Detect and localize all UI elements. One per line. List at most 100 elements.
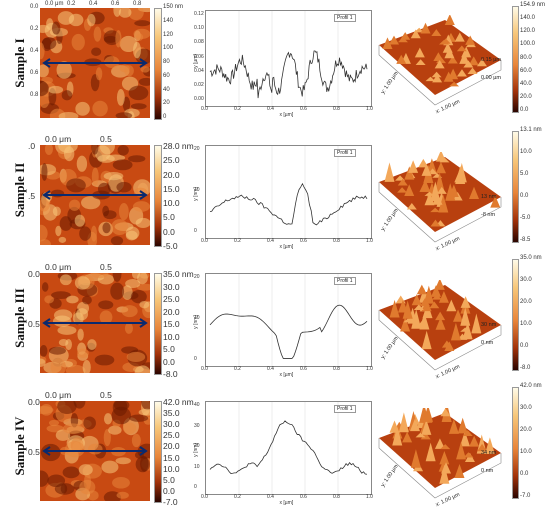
surface-frame [378,438,502,499]
afm-grain [40,80,49,97]
afm-grain [68,199,81,211]
surface-colorbar [512,387,519,499]
afm-grain [79,226,92,241]
profile-series-line [209,304,368,359]
surface-scale-label: 10.0 [520,321,532,327]
afm-grain [44,295,54,304]
afm-grain [82,295,92,305]
profile-series-line [209,182,368,226]
profile-ytick: 10 [194,463,200,470]
profile-xtick: 0.8 [333,494,340,500]
afm-grain [94,145,111,162]
afm-grain [103,210,117,220]
surface-z-top: 34 nm [481,449,497,456]
surface-peak [490,195,501,208]
colorbar-label: 25.0 [163,155,180,166]
surface-peak [420,22,431,34]
afm-grain [131,433,141,448]
profile-plot [209,274,368,366]
surface-peak [448,418,459,434]
profile-xtick: 0.4 [267,494,274,500]
afm-grain [83,416,96,430]
profile-legend: Profil 1 [334,14,356,22]
surface-scale-label: 80.0 [520,54,532,61]
profile-plot [209,11,368,106]
image-left-label: .5 [28,191,36,201]
afm-grain [65,338,72,351]
profile-xtick: 0.4 [267,106,274,112]
afm-grain [111,219,129,236]
afm-grain [138,77,150,86]
image-top-label: 0.5 [100,390,112,400]
surface-3d [375,402,505,503]
surface-peak [484,437,495,454]
surface-scale-label: 35.0 nm [520,255,542,261]
profile-xtick: 1.0 [366,366,373,372]
colorbar-label: 0.0 [163,485,175,496]
surface-peak [434,278,445,290]
surface-peak [397,37,408,43]
surface-scale-label: 40.0 [520,80,532,87]
colorbar-label: 80 [163,59,170,65]
surface-scale-label: 5.0 [520,171,529,177]
surface-peak [471,313,482,334]
surface-scale-label: -7.0 [520,493,531,499]
surface-frame [378,310,502,371]
surface-peak [460,296,471,308]
afm-grain [41,163,48,181]
image-left-label: 0.0 [28,397,40,407]
surface-peak [448,68,459,80]
surface-peak [424,191,435,196]
surface-peak [404,166,415,180]
profile-xtick: 0.4 [267,366,274,372]
colorbar-label: 120 [163,31,174,38]
afm-grain [40,199,50,212]
surface-peak [456,441,467,460]
image-left-label: 0.0 [28,269,40,279]
afm-grain [115,457,131,465]
afm-grain [57,325,77,335]
profile-xtick: 0.0 [201,494,208,500]
surface-peak [423,405,434,422]
surface-peak [382,37,393,50]
afm-grain [59,274,72,286]
afm-grain [116,491,129,499]
surface-scale-label: 20.0 [520,93,532,100]
surface-scale-label: 0.0 [520,193,529,199]
afm-grain [87,443,103,455]
profile-chart [205,10,372,107]
afm-grain [50,189,65,198]
surface-peak [429,301,440,309]
afm-grain [118,8,132,18]
afm-grain [122,422,137,434]
colorbar-label: 10.0 [163,198,180,209]
surface-z-top: 0.15 µm [481,56,501,63]
surface-peak [441,462,452,474]
profile-ytick: 10 [194,187,200,193]
profile-ytick: 0.10 [194,25,204,32]
afm-grain [130,103,147,110]
colorbar-label: 40 [163,86,170,93]
afm-grain [59,216,73,231]
colorbar-label: 10.0 [163,331,180,342]
surface-scale-label: -8.5 [520,237,531,243]
surface-z-bottom: 0 nm [481,467,494,474]
afm-grain [97,182,111,196]
surface-peak [454,170,465,183]
surface-peak [456,45,467,52]
colorbar-label: -8.0 [163,369,178,379]
image-top-label: 0.8 [133,1,142,7]
afm-grain [93,26,102,42]
surface-scale-label: 10.0 [520,449,532,455]
colorbar-label: 10.0 [163,463,180,474]
profile-ytick: 30 [194,422,200,429]
afm-grain [137,273,148,285]
surface-peak [435,150,446,162]
profile-xtick: 1.0 [366,494,373,500]
afm-grain [119,35,138,53]
afm-texture [40,145,150,245]
profile-ytick: 0 [194,484,197,490]
afm-grain [40,470,49,487]
surface-peak [404,184,415,197]
surface-peak [469,435,480,447]
